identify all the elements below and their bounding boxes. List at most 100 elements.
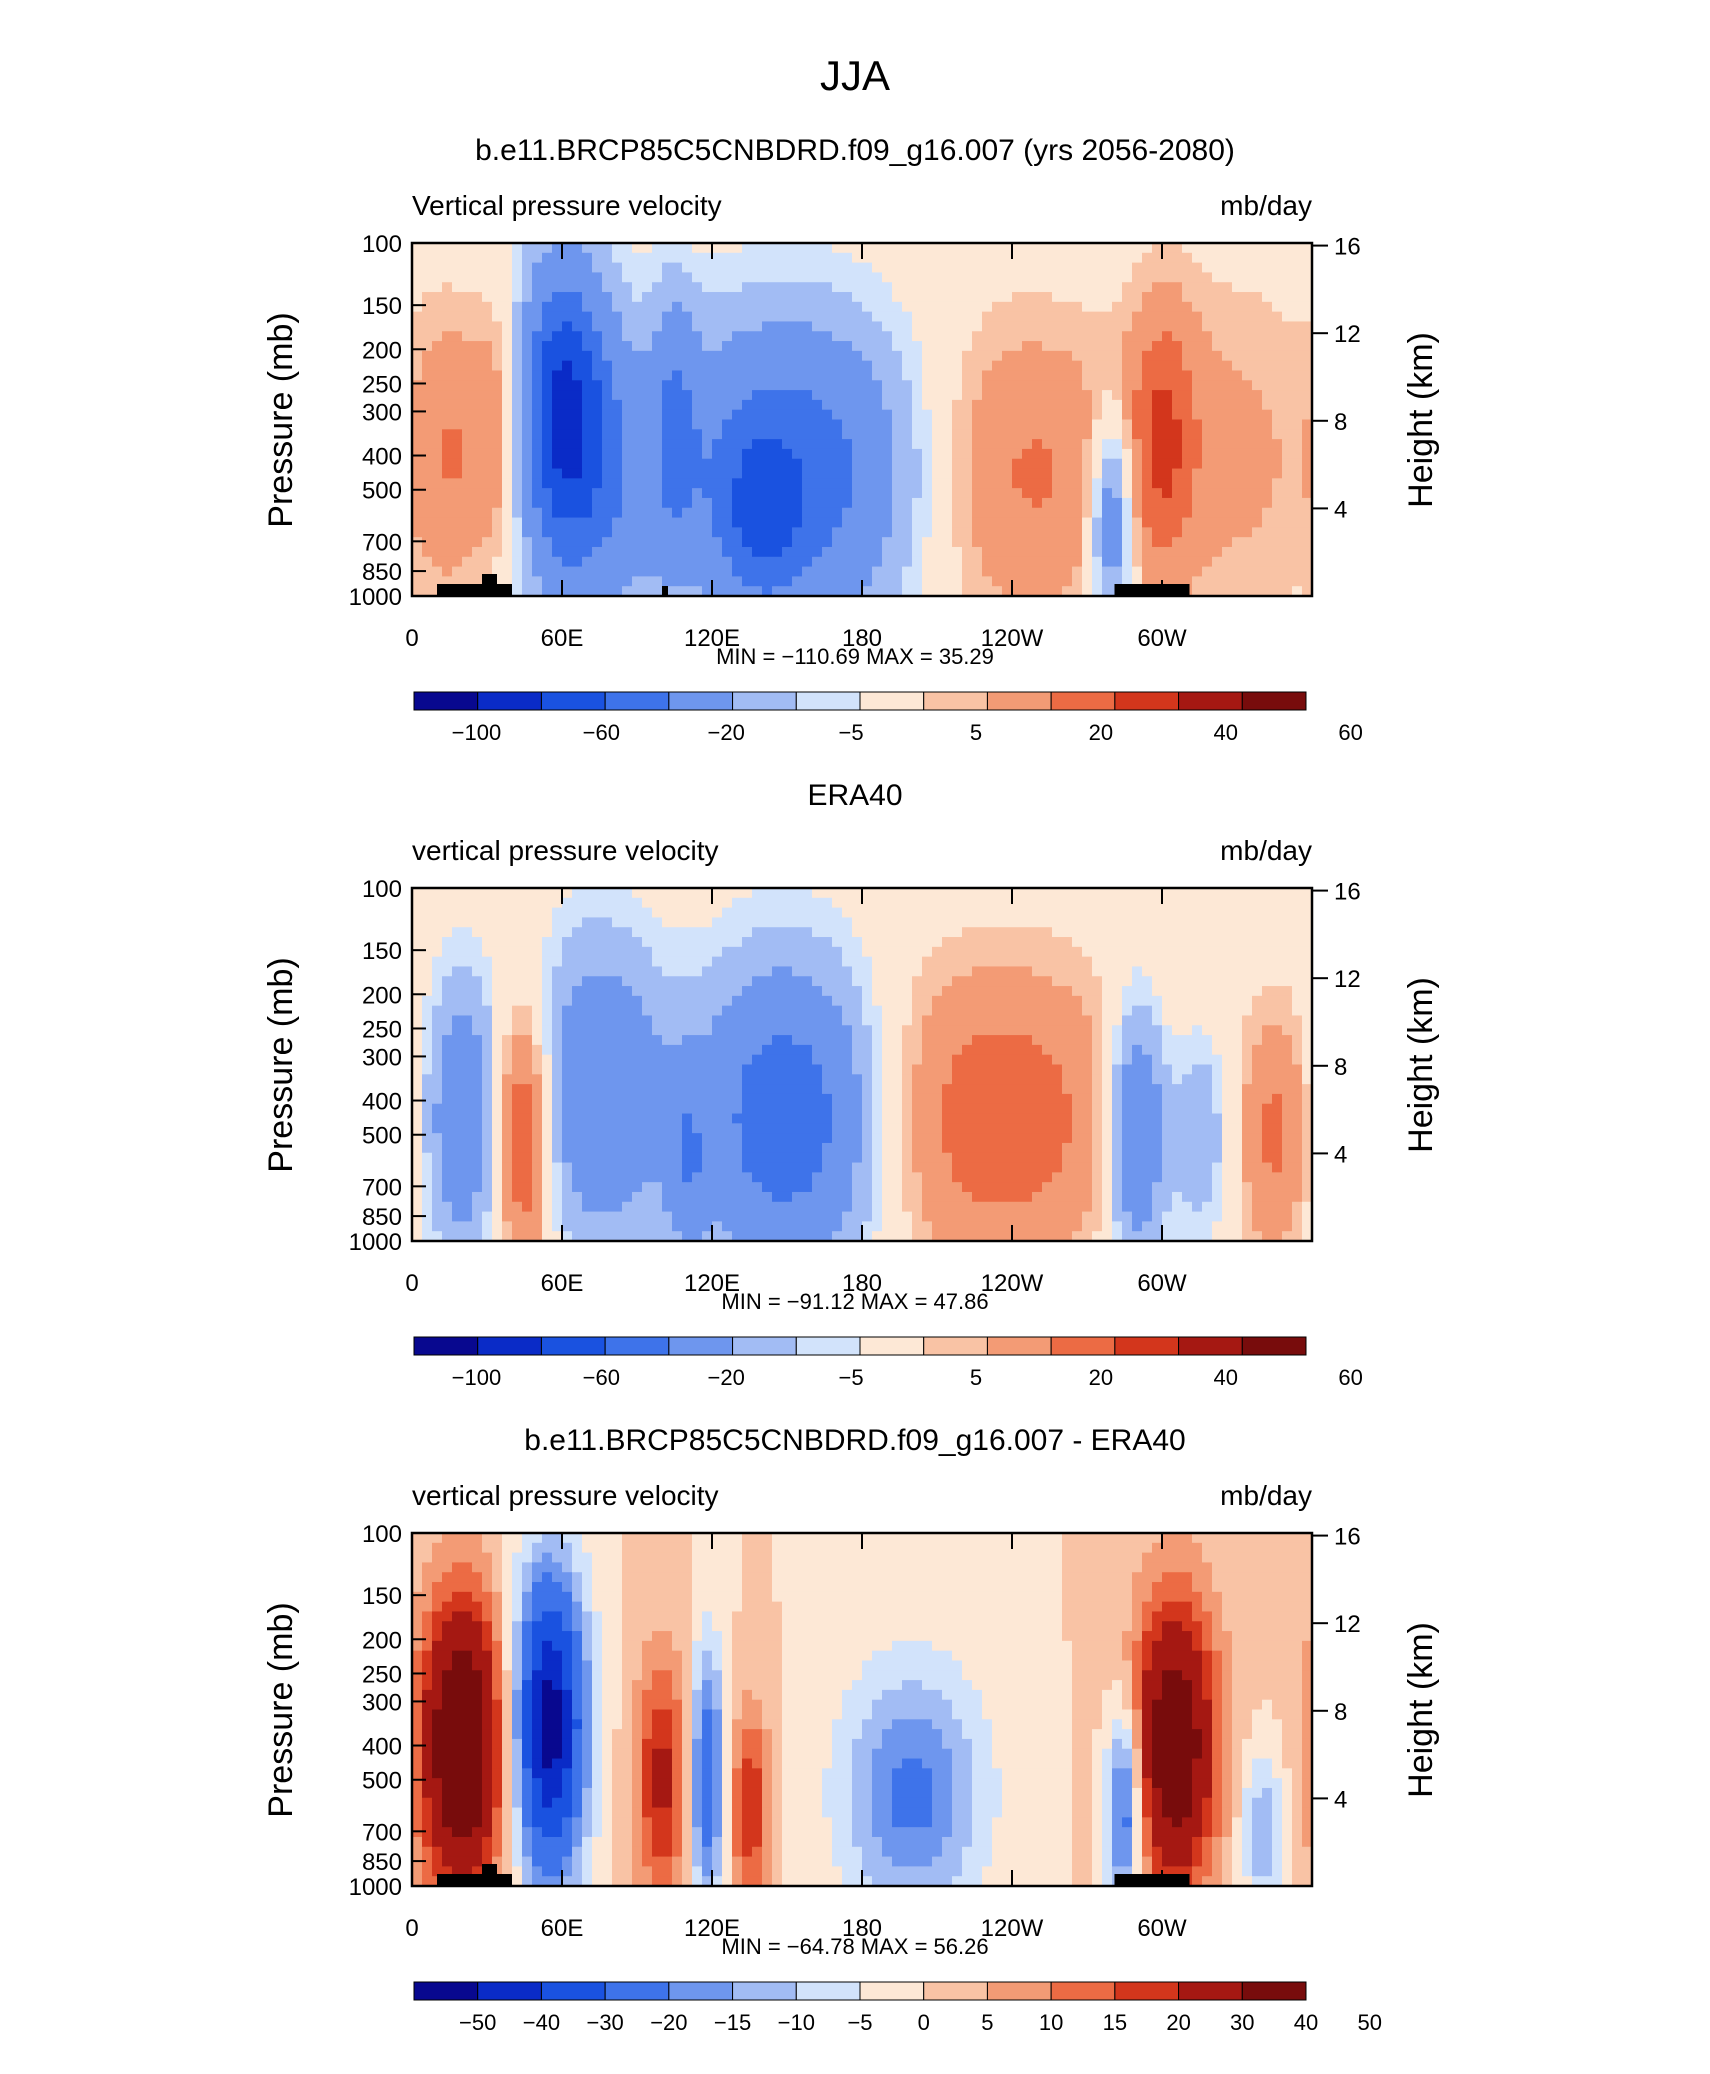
heatmap-cell — [892, 429, 903, 440]
heatmap-cell — [942, 439, 953, 450]
heatmap-cell — [962, 409, 973, 421]
heatmap-cell — [1062, 507, 1073, 519]
heatmap-cell — [1062, 301, 1073, 313]
heatmap-cell — [1162, 350, 1173, 362]
heatmap-cell — [862, 350, 873, 362]
heatmap-cell — [742, 1005, 753, 1017]
heatmap-cell — [812, 1093, 823, 1105]
heatmap-cell — [632, 370, 643, 381]
heatmap-cell — [652, 566, 663, 577]
heatmap-cell — [732, 976, 743, 987]
heatmap-cell — [522, 1103, 533, 1115]
heatmap-cell — [522, 243, 533, 254]
heatmap-cell — [602, 1182, 613, 1193]
heatmap-cell — [462, 576, 473, 587]
heatmap-cell — [1292, 537, 1303, 548]
heatmap-cell — [562, 1201, 573, 1213]
heatmap-cell — [882, 262, 893, 274]
heatmap-cell — [622, 1025, 633, 1036]
heatmap-cell — [742, 1201, 753, 1213]
heatmap-cell — [662, 429, 673, 440]
heatmap-cell — [492, 986, 503, 997]
heatmap-cell — [1152, 439, 1163, 450]
heatmap-cell — [1002, 537, 1013, 548]
heatmap-cell — [752, 399, 763, 411]
heatmap-cell — [922, 527, 933, 538]
heatmap-cell — [842, 292, 853, 303]
heatmap-cell — [1292, 527, 1303, 538]
heatmap-cell — [932, 380, 943, 391]
heatmap-cell — [422, 341, 433, 352]
heatmap-cell — [852, 1103, 863, 1115]
heatmap-cell — [762, 243, 773, 254]
heatmap-cell — [1012, 292, 1023, 303]
y-axis-title: Pressure (mb) — [262, 312, 300, 527]
heatmap-cell — [992, 429, 1003, 440]
heatmap-cell — [692, 576, 703, 587]
x-tick-label: 60E — [541, 625, 584, 652]
heatmap-cell — [662, 439, 673, 450]
heatmap-cell — [412, 937, 423, 948]
heatmap-cell — [1252, 360, 1263, 372]
heatmap-cell — [612, 1123, 623, 1134]
heatmap-cell — [522, 937, 533, 948]
heatmap-cell — [1032, 311, 1043, 323]
heatmap-cell — [862, 917, 873, 928]
heatmap-cell — [642, 537, 653, 548]
heatmap-cell — [1062, 331, 1073, 342]
heatmap-cell — [802, 1133, 813, 1144]
heatmap-cell — [862, 1211, 873, 1222]
heatmap-cell — [1152, 252, 1163, 264]
heatmap-cell — [1222, 341, 1233, 352]
heatmap-cell — [752, 995, 763, 1007]
heatmap-cell — [862, 488, 873, 499]
heatmap-cell — [652, 252, 663, 264]
heatmap-cell — [722, 1035, 733, 1046]
heatmap-cell — [1082, 243, 1093, 254]
heatmap-cell — [582, 976, 593, 987]
heatmap-cell — [902, 586, 913, 597]
heatmap-cell — [712, 429, 723, 440]
heatmap-cell — [702, 1231, 713, 1242]
heatmap-cell — [632, 1064, 643, 1075]
heatmap-cell — [502, 331, 513, 342]
heatmap-cell — [632, 1025, 643, 1036]
heatmap-cell — [892, 556, 903, 568]
heatmap-cell — [852, 439, 863, 450]
heatmap-cell — [762, 429, 773, 440]
heatmap-cell — [942, 497, 953, 509]
heatmap-cell — [752, 272, 763, 283]
heatmap-cell — [732, 409, 743, 421]
heatmap-cell — [782, 1211, 793, 1222]
heatmap-cell — [902, 566, 913, 577]
heatmap-cell — [832, 907, 843, 919]
heatmap-cell — [1022, 527, 1033, 538]
heatmap-cell — [612, 409, 623, 421]
heatmap-cell — [922, 468, 933, 479]
heatmap-cell — [432, 1064, 443, 1075]
heatmap-cell — [442, 1054, 453, 1066]
heatmap-cell — [592, 927, 603, 938]
heatmap-cell — [1012, 370, 1023, 381]
heatmap-cell — [542, 282, 553, 293]
heatmap-cell — [562, 429, 573, 440]
heatmap-cell — [462, 497, 473, 509]
heatmap-cell — [592, 419, 603, 430]
heatmap-cell — [822, 1044, 833, 1056]
heatmap-cell — [1132, 527, 1143, 538]
heatmap-cell — [512, 537, 523, 548]
heatmap-cell — [482, 331, 493, 342]
heatmap-cell — [802, 546, 813, 558]
heatmap-cell — [1202, 292, 1213, 303]
heatmap-cell — [742, 311, 753, 323]
heatmap-cell — [512, 497, 523, 509]
heatmap-cell — [432, 409, 443, 421]
heatmap-cell — [712, 1221, 723, 1232]
heatmap-cell — [1132, 282, 1143, 293]
heatmap-cell — [682, 262, 693, 274]
heatmap-cell — [922, 321, 933, 332]
heatmap-cell — [752, 1191, 763, 1203]
x-tick-label: 120W — [981, 625, 1044, 652]
heatmap-cell — [692, 350, 703, 362]
heatmap-cell — [632, 468, 643, 479]
